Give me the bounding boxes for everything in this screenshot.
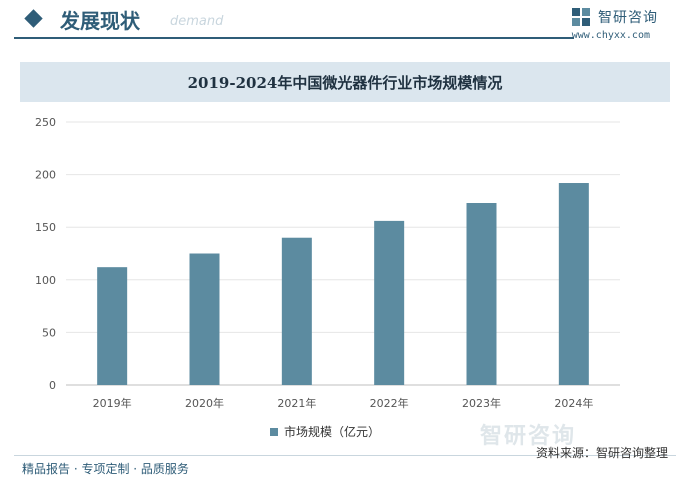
footer-tagline: 精品报告 · 专项定制 · 品质服务: [22, 462, 189, 476]
bar: [189, 253, 220, 385]
chart-title-box: 2019-2024年中国微光器件行业市场规模情况: [20, 62, 670, 102]
brand: 智研咨询: [570, 6, 658, 28]
y-tick-label: 0: [49, 379, 56, 392]
legend-swatch: [270, 427, 278, 436]
chart-legend: 市场规模（亿元）: [270, 423, 380, 440]
source-note: 资料来源：智研咨询整理: [535, 446, 668, 460]
y-tick-label: 250: [35, 116, 56, 129]
legend-label: 市场规模（亿元）: [284, 425, 381, 439]
bar: [558, 183, 589, 385]
x-tick-label: 2023年: [462, 396, 501, 410]
footer-divider: [14, 455, 676, 456]
y-tick-label: 100: [35, 274, 56, 287]
x-tick-label: 2021年: [277, 396, 316, 410]
brand-logo-icon: [572, 8, 590, 26]
section-subtitle: demand: [170, 14, 224, 29]
x-tick-label: 2022年: [370, 396, 409, 410]
bar: [466, 203, 497, 385]
bar: [281, 237, 312, 385]
y-tick-label: 200: [35, 169, 56, 182]
x-tick-label: 2019年: [93, 396, 132, 410]
bar: [97, 267, 128, 385]
watermark: 智研咨询: [480, 424, 577, 449]
chart-title: 2019-2024年中国微光器件行业市场规模情况: [187, 73, 503, 92]
brand-url[interactable]: www.chyxx.com: [571, 30, 650, 41]
x-tick-label: 2020年: [185, 396, 224, 410]
header-divider: [14, 37, 574, 39]
bar: [374, 220, 405, 385]
y-tick-label: 50: [42, 326, 56, 339]
brand-name: 智研咨询: [598, 10, 658, 26]
y-tick-label: 150: [35, 221, 56, 234]
header: 发展现状 demand 智研咨询 www.chyxx.com: [0, 0, 690, 44]
x-tick-label: 2024年: [554, 396, 593, 410]
section-title: 发展现状: [60, 9, 140, 33]
